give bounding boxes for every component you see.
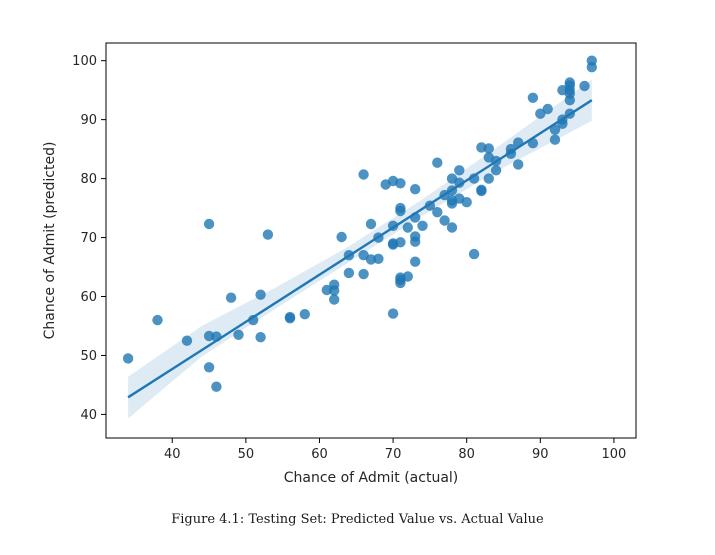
data-point xyxy=(542,103,553,115)
data-point xyxy=(549,134,561,145)
data-point xyxy=(365,254,377,265)
data-point xyxy=(439,215,450,226)
data-point xyxy=(321,284,332,296)
data-point xyxy=(152,314,163,326)
data-point xyxy=(410,184,421,195)
y-tick-label: 70 xyxy=(80,231,97,246)
data-point xyxy=(365,218,377,230)
data-point xyxy=(373,253,384,264)
data-point xyxy=(329,285,340,296)
y-tick-label: 40 xyxy=(80,408,97,423)
data-point xyxy=(454,165,465,176)
data-point xyxy=(358,268,369,280)
data-point xyxy=(410,256,421,267)
data-point xyxy=(255,289,266,300)
data-point xyxy=(432,207,443,218)
data-point xyxy=(203,218,215,230)
data-point xyxy=(395,205,406,217)
data-point xyxy=(181,335,193,346)
data-point xyxy=(461,197,472,208)
data-point xyxy=(395,237,406,248)
x-tick-label: 90 xyxy=(532,447,549,462)
data-point xyxy=(527,92,539,104)
data-point xyxy=(336,231,347,243)
data-point xyxy=(483,143,494,154)
data-point xyxy=(564,95,575,106)
y-tick-label: 60 xyxy=(80,290,97,305)
data-point xyxy=(211,381,222,392)
data-point xyxy=(358,169,369,180)
data-point xyxy=(284,313,296,324)
data-point xyxy=(343,267,355,279)
scatter-chart: 40 50 60 70 80 90 100 40 50 60 70 80 90 100 Chance o… xyxy=(42,42,637,486)
data-point xyxy=(586,61,597,73)
data-point xyxy=(395,178,406,189)
data-point xyxy=(476,185,487,197)
data-point xyxy=(468,248,480,260)
y-tick-label: 80 xyxy=(80,172,97,187)
x-tick-label: 60 xyxy=(311,447,328,462)
data-point xyxy=(262,229,274,240)
data-point xyxy=(432,157,443,168)
y-tick-label: 50 xyxy=(80,349,97,364)
data-point xyxy=(402,271,413,282)
data-point xyxy=(446,222,458,233)
data-point xyxy=(233,329,244,340)
figure-caption: Figure 4.1: Testing Set: Predicted Value… xyxy=(171,512,544,527)
y-tick-label: 90 xyxy=(80,113,97,128)
data-point xyxy=(387,308,399,319)
x-axis-label: Chance of Admit (actual) xyxy=(284,470,459,486)
data-point xyxy=(549,124,561,135)
x-tick-label: 100 xyxy=(602,447,627,462)
data-point xyxy=(410,236,421,247)
regression-line xyxy=(127,99,593,399)
data-point xyxy=(225,292,237,303)
x-tick-label: 80 xyxy=(458,447,475,462)
x-tick-label: 50 xyxy=(238,447,255,462)
data-point xyxy=(395,277,406,289)
data-point xyxy=(513,159,524,170)
data-point xyxy=(203,362,215,373)
y-axis-label: Chance of Admit (predicted) xyxy=(42,142,58,340)
data-point xyxy=(579,80,590,92)
x-tick-label: 40 xyxy=(164,447,181,462)
data-point xyxy=(329,294,340,305)
data-point xyxy=(122,353,134,364)
data-point xyxy=(535,108,546,119)
plot-frame xyxy=(105,42,637,439)
data-point xyxy=(402,222,413,233)
data-point xyxy=(255,332,266,343)
data-point xyxy=(483,173,494,184)
plot-area xyxy=(105,42,637,439)
x-axis: 40 50 60 70 80 90 100 xyxy=(164,438,626,462)
data-point xyxy=(454,177,465,188)
y-axis: 40 50 60 70 80 90 100 xyxy=(72,54,106,423)
data-point xyxy=(490,165,502,176)
data-point xyxy=(299,309,310,320)
data-point xyxy=(417,220,428,231)
x-tick-label: 70 xyxy=(385,447,402,462)
y-tick-label: 100 xyxy=(72,54,97,69)
